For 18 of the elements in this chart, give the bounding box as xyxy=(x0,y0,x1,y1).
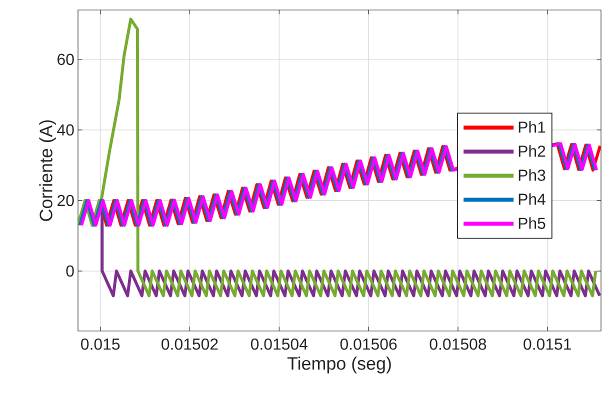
y-tick-label: 40 xyxy=(57,124,74,136)
legend-label: Ph2 xyxy=(518,145,546,157)
legend-label: Ph5 xyxy=(518,217,546,229)
line-series xyxy=(78,18,598,298)
y-axis-title: Corriente (A) xyxy=(39,120,56,221)
y-tick-label: 60 xyxy=(58,54,74,66)
x-tick-label: 0.0151 xyxy=(524,338,571,350)
legend-label: Ph3 xyxy=(518,169,546,181)
x-tick-label: 0.01504 xyxy=(250,338,308,350)
legend-label: Ph1 xyxy=(518,121,546,133)
x-tick-label: 0.015 xyxy=(81,338,120,350)
x-tick-label: 0.01506 xyxy=(340,338,397,350)
x-tick-label: 0.01508 xyxy=(430,338,486,350)
legend-label: Ph4 xyxy=(518,193,546,205)
y-tick-label: 0 xyxy=(66,265,74,277)
y-tick-label: 20 xyxy=(58,194,74,206)
x-tick-label: 0.01502 xyxy=(162,338,218,350)
x-axis-title: Tiempo (seg) xyxy=(287,356,391,374)
